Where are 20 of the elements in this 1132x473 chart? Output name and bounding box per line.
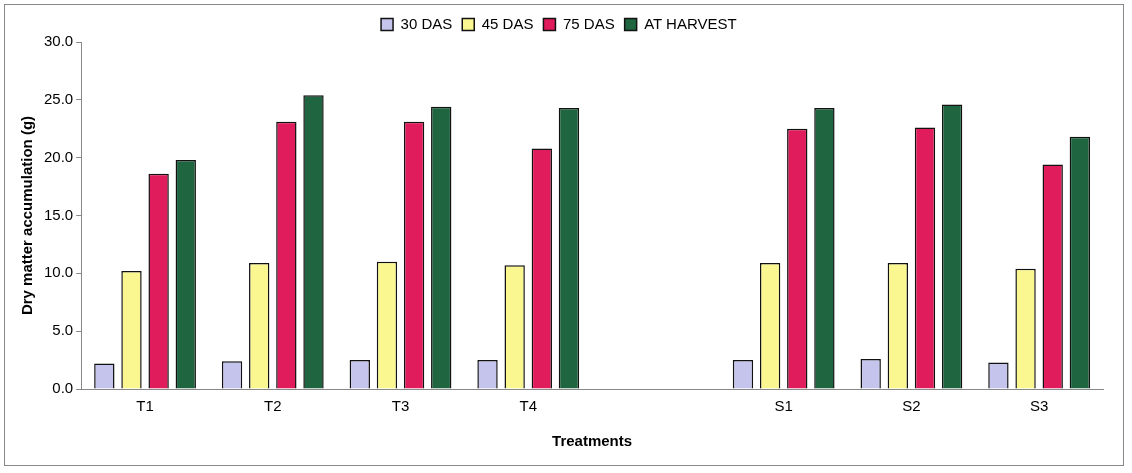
y-axis-title: Dry matter accumulation (g) xyxy=(18,115,36,316)
y-tick-label: 0.0 xyxy=(52,379,74,397)
x-tick-label: S2 xyxy=(902,397,921,415)
x-axis-title: Treatments xyxy=(552,432,633,450)
x-tick-label: T3 xyxy=(391,397,410,415)
x-tick-label: T1 xyxy=(136,397,154,415)
x-tick-label: S3 xyxy=(1029,397,1049,415)
x-tick-label: T4 xyxy=(519,397,537,415)
y-tick-label: 25.0 xyxy=(43,89,74,107)
y-tick-label: 15.0 xyxy=(43,205,74,223)
y-tick-label: 5.0 xyxy=(52,321,74,339)
y-tick-label: 30.0 xyxy=(43,32,74,50)
x-tick-label: T2 xyxy=(264,397,282,415)
legend-label: AT HARVEST xyxy=(644,14,737,32)
y-tick-label: 10.0 xyxy=(43,263,74,281)
legend-label: 75 DAS xyxy=(562,14,615,32)
x-tick-label: S1 xyxy=(774,397,793,415)
legend-label: 45 DAS xyxy=(481,14,534,32)
y-tick-label: 20.0 xyxy=(43,147,74,165)
legend-label: 30 DAS xyxy=(400,14,453,32)
